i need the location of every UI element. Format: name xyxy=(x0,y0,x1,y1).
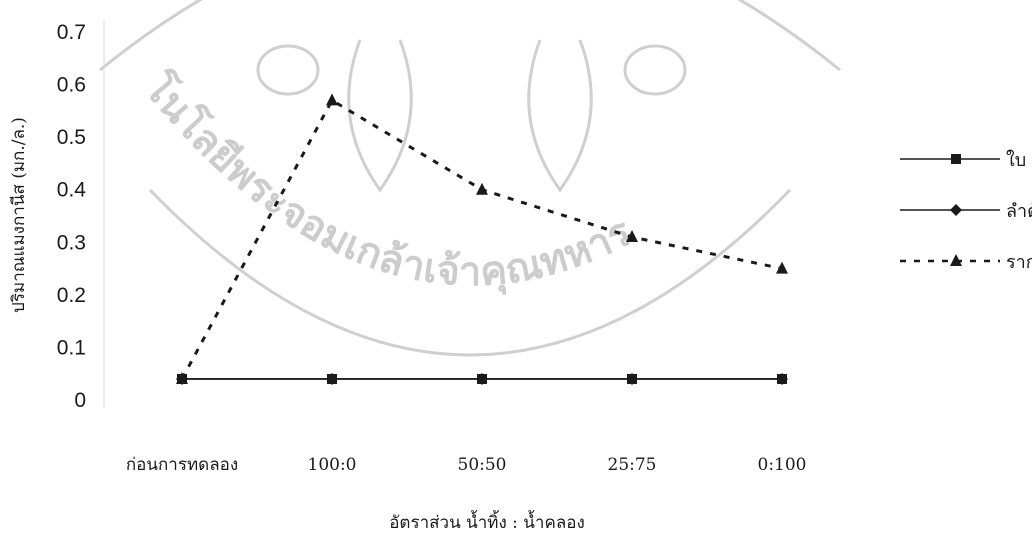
legend-marker-diamond xyxy=(950,204,962,216)
series-layer xyxy=(176,93,788,385)
y-axis-title: ปริมาณแมงกานีส (มก./ล.) xyxy=(9,117,29,313)
x-tick-label: 100:0 xyxy=(308,455,357,475)
legend-entry: ราก xyxy=(900,252,1032,273)
y-tick-label: 0 xyxy=(74,389,86,412)
legend-marker-triangle xyxy=(950,254,962,266)
watermark-ornament-left xyxy=(256,44,320,96)
watermark-flame-left xyxy=(347,39,413,193)
watermark-ornament-right xyxy=(623,44,687,96)
data-point-triangle xyxy=(326,93,338,106)
legend-label: ใบ xyxy=(1006,149,1026,171)
y-tick-label: 0.5 xyxy=(57,126,86,149)
x-tick-label: ก่อนการทดลอง xyxy=(126,455,238,475)
watermark-arc xyxy=(99,0,841,72)
x-tick-label: 25:75 xyxy=(608,455,657,475)
y-tick-label: 0.3 xyxy=(57,231,86,254)
data-point-diamond xyxy=(326,372,338,385)
legend-label: ราก xyxy=(1006,252,1032,273)
legend-marker-square xyxy=(951,154,961,164)
data-point-diamond xyxy=(776,372,788,385)
y-tick-label: 0.7 xyxy=(57,21,86,44)
x-axis-title: อัตราส่วน น้ำทิ้ง : น้ำคลอง xyxy=(389,510,585,533)
y-axis-ticks: 0 0.1 0.2 0.3 0.4 0.5 0.6 0.7 xyxy=(57,21,87,412)
x-axis-ticks: ก่อนการทดลอง 100:0 50:50 25:75 0:100 xyxy=(126,455,807,475)
data-point-diamond xyxy=(626,372,638,385)
watermark-seal: โนโลยีพระจอมเกล้าเจ้าคุณทหาร xyxy=(99,0,841,357)
series-3 xyxy=(176,93,788,384)
x-tick-label: 50:50 xyxy=(458,455,507,475)
series-line xyxy=(180,98,783,380)
data-point-triangle xyxy=(176,371,188,384)
x-tick-label: 0:100 xyxy=(758,455,807,475)
y-tick-label: 0.4 xyxy=(57,179,87,202)
legend-entry: ลำต้น xyxy=(900,201,1032,222)
watermark-flame-right xyxy=(527,39,593,193)
data-point-diamond xyxy=(476,372,488,385)
legend-label: ลำต้น xyxy=(1006,201,1032,222)
legend: ใบลำต้นราก xyxy=(900,149,1032,273)
series-2 xyxy=(176,372,788,385)
data-point-triangle xyxy=(626,230,638,243)
legend-entry: ใบ xyxy=(900,149,1026,171)
watermark-lower-arc xyxy=(148,188,792,357)
y-tick-label: 0.1 xyxy=(57,336,86,359)
data-point-triangle xyxy=(476,182,488,195)
data-point-triangle xyxy=(776,261,788,274)
y-tick-label: 0.2 xyxy=(57,284,86,307)
y-tick-label: 0.6 xyxy=(57,74,86,97)
